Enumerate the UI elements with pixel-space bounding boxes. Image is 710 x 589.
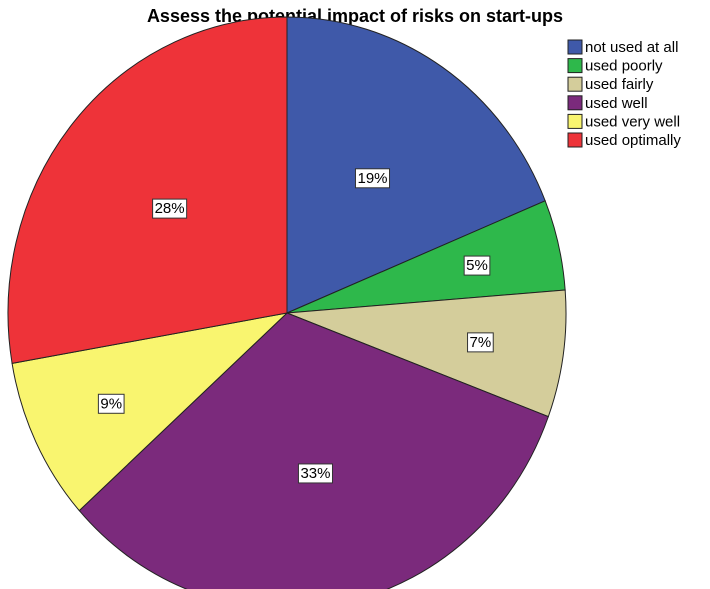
pie-slice (78, 312, 549, 589)
pie-slice (7, 16, 288, 364)
pie-slice (286, 289, 567, 418)
legend-swatch (567, 76, 583, 92)
data-label: 5% (466, 257, 488, 274)
legend-swatch (567, 113, 583, 129)
data-label-group: 7% (467, 332, 494, 353)
data-label: 7% (470, 334, 492, 351)
chart-title: Assess the potential impact of risks on … (147, 6, 563, 26)
data-label: 19% (357, 170, 387, 187)
legend-label: used poorly (585, 58, 663, 75)
data-label-group: 9% (97, 393, 125, 414)
data-label-box (463, 255, 491, 276)
data-label-box (152, 198, 188, 219)
data-label-group: 5% (463, 255, 491, 276)
legend-label: used very well (585, 113, 680, 130)
data-label-group: 28% (152, 198, 188, 219)
data-label: 9% (100, 395, 122, 412)
legend-swatch (567, 39, 583, 55)
legend-swatch (567, 95, 583, 111)
data-label-group: 33% (297, 463, 333, 484)
legend-label: not used at all (585, 39, 678, 56)
pie-slice (286, 16, 546, 314)
data-label-box (97, 393, 125, 414)
pie-slice (11, 312, 289, 512)
data-label-box (467, 332, 494, 353)
data-label-group: 19% (354, 168, 391, 189)
data-label-box (354, 168, 391, 189)
legend-label: used optimally (585, 132, 681, 149)
legend-swatch (567, 132, 583, 148)
data-label-box (297, 463, 333, 484)
legend-label: used well (585, 95, 648, 112)
data-label: 28% (155, 200, 185, 217)
legend-swatch (567, 58, 583, 74)
legend-label: used fairly (585, 76, 654, 93)
data-label: 33% (300, 465, 330, 482)
